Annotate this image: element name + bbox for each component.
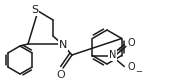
- Text: O: O: [57, 70, 65, 80]
- Text: −: −: [135, 67, 142, 76]
- Text: O: O: [128, 39, 135, 48]
- Text: O: O: [128, 62, 135, 72]
- Text: +: +: [116, 47, 122, 53]
- Text: S: S: [31, 5, 39, 15]
- Text: N: N: [59, 40, 67, 50]
- Text: N: N: [109, 51, 116, 61]
